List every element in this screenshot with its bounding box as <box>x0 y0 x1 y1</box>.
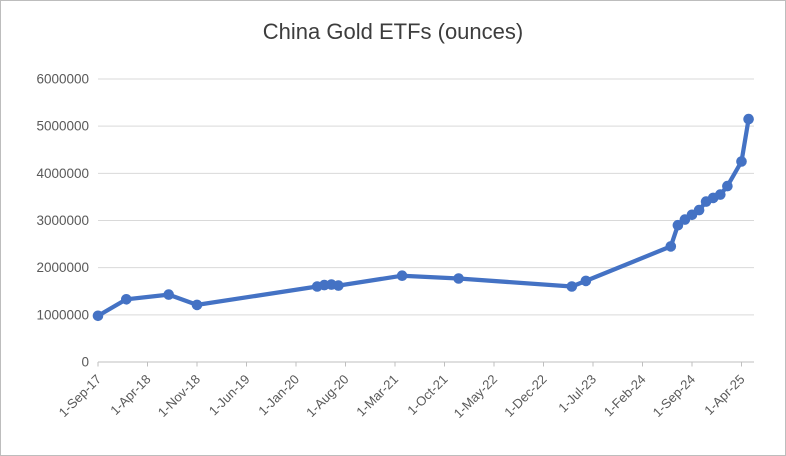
data-point-marker <box>722 180 733 192</box>
data-point-marker <box>163 289 174 300</box>
series-line <box>95 116 751 318</box>
y-axis-tick-label: 1000000 <box>36 307 89 322</box>
chart-title: China Gold ETFs (ounces) <box>262 19 524 44</box>
y-axis-tick-label: 2000000 <box>36 260 89 275</box>
x-axis-tick-label: 1-Aug-20 <box>303 372 351 420</box>
data-point-marker <box>121 294 132 305</box>
x-axis-tick-label: 1-Apr-18 <box>107 372 153 418</box>
x-axis-tick-label: 1-Mar-21 <box>353 372 401 420</box>
data-point-marker <box>396 270 408 282</box>
x-axis-tick-label: 1-Apr-25 <box>701 372 747 418</box>
x-axis-tick-label: 1-Feb-24 <box>601 372 649 420</box>
data-point-marker <box>453 273 464 284</box>
x-axis-tick-label: 1-Jan-20 <box>255 372 302 419</box>
data-point-marker <box>743 113 754 125</box>
data-point-marker <box>693 204 705 216</box>
x-axis-tick-label: 1-Sep-17 <box>56 372 104 420</box>
y-axis-tick-label: 5000000 <box>36 119 89 134</box>
data-point-marker <box>92 310 104 322</box>
x-axis-tick-label: 1-Sep-24 <box>650 372 698 420</box>
data-point-marker <box>566 281 578 292</box>
x-axis-tick-label: 1-Jul-23 <box>555 372 599 416</box>
x-axis-tick-label: 1-Nov-18 <box>155 372 203 420</box>
y-axis-tick-label: 6000000 <box>36 72 89 87</box>
data-point-marker <box>665 241 677 252</box>
x-axis-tick-label: 1-Jun-19 <box>206 372 253 419</box>
data-point-marker <box>715 189 726 200</box>
data-point-marker <box>191 299 203 311</box>
data-point-marker <box>736 156 747 167</box>
data-point-marker <box>580 275 592 287</box>
data-point-marker <box>333 280 344 291</box>
x-axis-tick-label: 1-May-22 <box>451 372 500 421</box>
y-axis-tick-label: 4000000 <box>36 166 89 181</box>
y-axis-tick-label: 0 <box>81 355 89 370</box>
x-axis-tick-label: 1-Oct-21 <box>404 372 450 418</box>
y-axis-tick-label: 3000000 <box>36 213 89 228</box>
x-axis-tick-label: 1-Dec-22 <box>501 372 549 420</box>
